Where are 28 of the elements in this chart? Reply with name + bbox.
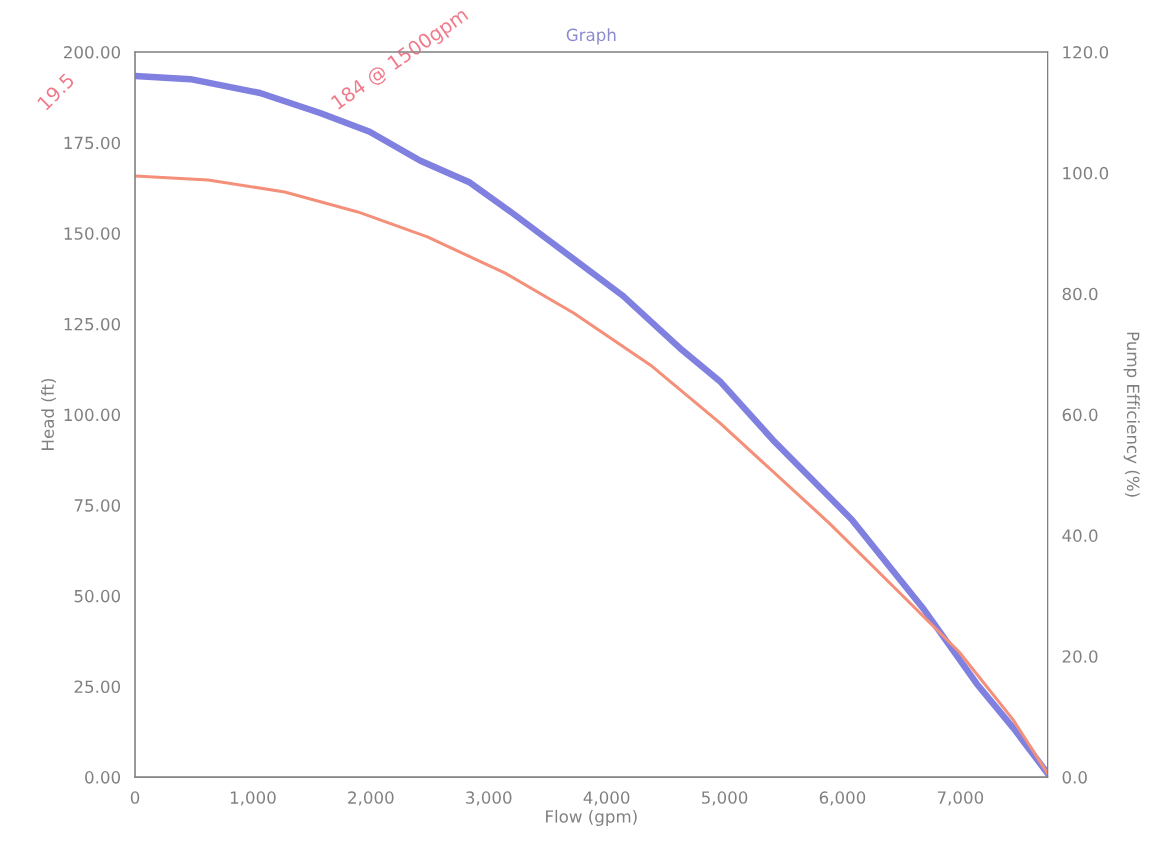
- y-tick-label: 50.00: [74, 589, 121, 603]
- y2-tick-label: 0.0: [1062, 771, 1087, 784]
- chart-title: Graph: [566, 28, 616, 45]
- y-tick-label: 150.00: [64, 227, 121, 240]
- x-tick-label: 2,000: [348, 791, 394, 806]
- x-tick-label: 7,000: [937, 791, 984, 806]
- y2-tick-label: 120.0: [1063, 46, 1109, 59]
- x-axis-title: Flow (gpm): [546, 809, 637, 827]
- y-tick-label: 0.00: [85, 771, 121, 784]
- y-tick-label: 75.00: [74, 499, 121, 512]
- y2-tick-label: 20.0: [1062, 650, 1098, 663]
- x-tick-label: 4,000: [583, 791, 630, 806]
- x-tick-label: 1,000: [230, 791, 276, 806]
- y-axis-title: Head (ft): [41, 379, 56, 450]
- x-tick-label: 0: [130, 791, 140, 804]
- x-tick-label: 6,000: [819, 791, 866, 806]
- y2-tick-label: 40.0: [1062, 529, 1098, 542]
- x-tick-label: 3,000: [466, 791, 512, 806]
- x-tick-label: 5,000: [701, 791, 748, 806]
- y2-axis-title: Pump Efficiency (%): [1123, 332, 1140, 497]
- y-tick-label: 25.00: [74, 680, 121, 694]
- y-tick-label: 100.00: [64, 408, 121, 422]
- y2-tick-label: 80.0: [1062, 287, 1098, 301]
- y2-tick-label: 60.0: [1062, 408, 1098, 422]
- y-tick-label: 175.00: [64, 136, 121, 150]
- y-tick-label: 125.00: [64, 317, 121, 331]
- y-tick-label: 200.00: [64, 46, 121, 59]
- y2-tick-label: 100.0: [1063, 166, 1109, 180]
